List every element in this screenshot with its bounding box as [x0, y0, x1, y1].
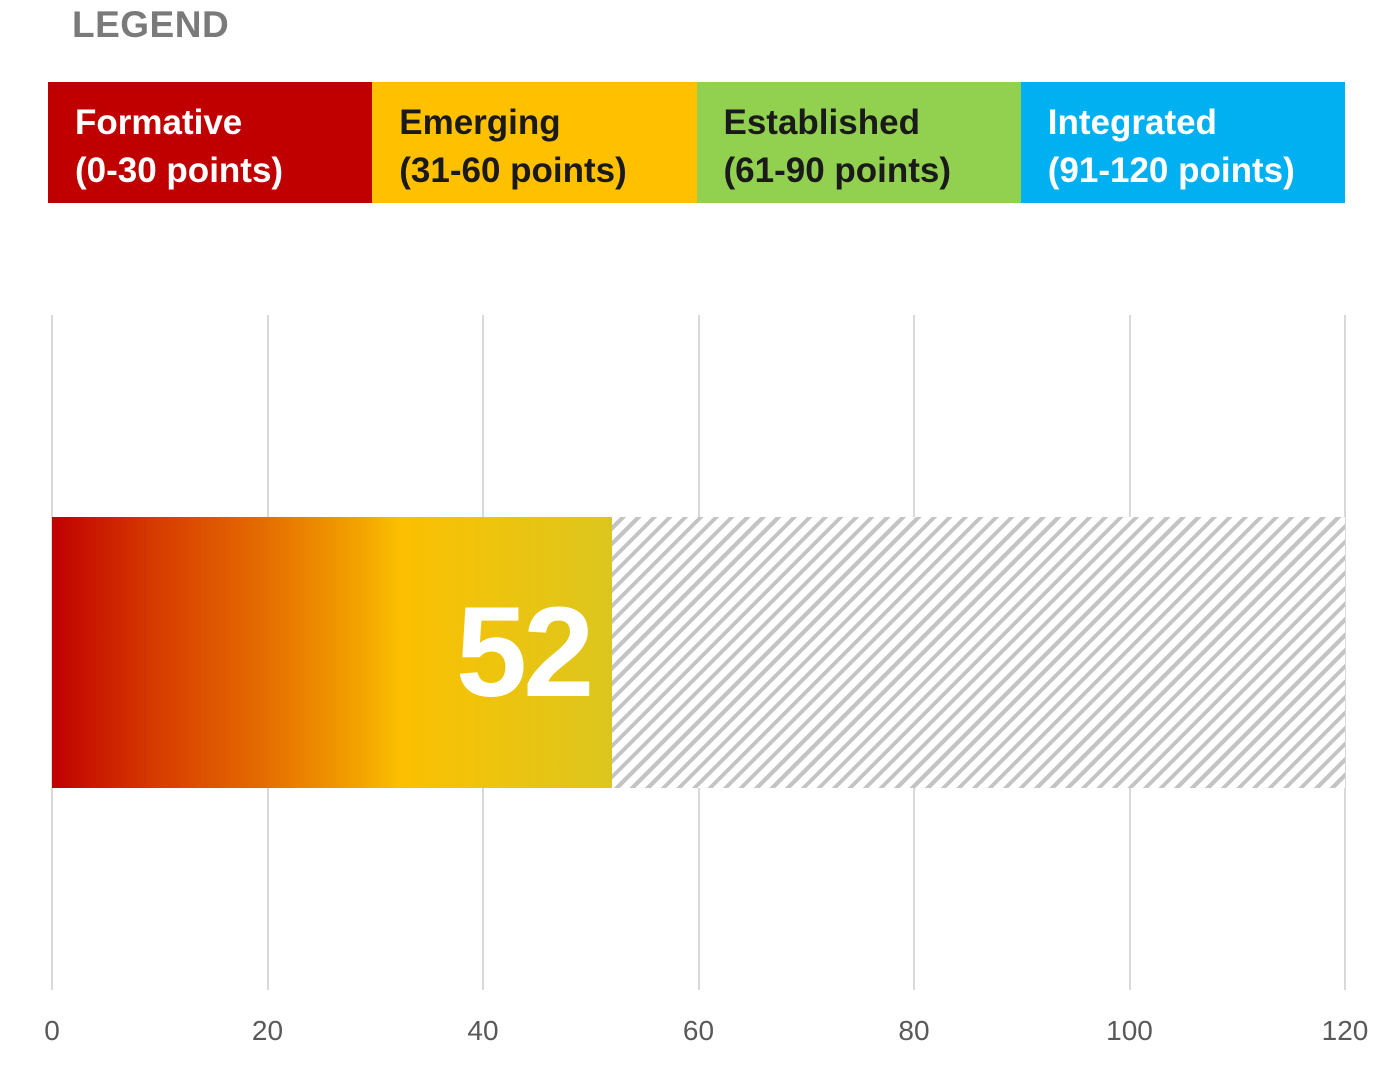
legend-bar: Formative (0-30 points) Emerging (31-60 poi… — [48, 82, 1345, 203]
remaining-bar-hatched — [612, 517, 1345, 788]
score-bar — [52, 517, 613, 788]
legend-item-emerging: Emerging (31-60 points) — [372, 82, 697, 203]
legend-item-integrated: Integrated (91-120 points) — [1020, 82, 1345, 203]
x-tick-label: 40 — [467, 1015, 499, 1046]
legend-item-range: (61-90 points) — [723, 151, 952, 190]
legend-item-name: Formative — [75, 103, 243, 142]
legend-item-range: (0-30 points) — [75, 151, 284, 190]
legend-item-formative: Formative (0-30 points) — [48, 82, 373, 203]
x-tick-label: 60 — [682, 1015, 715, 1046]
legend-item-range: (91-120 points) — [1047, 151, 1295, 190]
x-tick-label: 0 — [44, 1015, 60, 1046]
x-tick-label: 20 — [251, 1015, 284, 1046]
legend-item-name: Integrated — [1047, 103, 1217, 142]
legend-item-range: (31-60 points) — [399, 151, 627, 190]
x-tick-label: 80 — [898, 1015, 930, 1046]
legend-item-name: Established — [723, 103, 920, 142]
x-tick-label: 100 — [1106, 1015, 1153, 1046]
x-tick-label: 120 — [1321, 1015, 1369, 1046]
legend-item-name: Emerging — [399, 103, 561, 142]
score-value-label: 52 — [455, 581, 594, 724]
legend-title: LEGEND — [72, 4, 230, 45]
gridline — [1344, 315, 1346, 990]
legend-item-established: Established (61-90 points) — [696, 82, 1021, 203]
